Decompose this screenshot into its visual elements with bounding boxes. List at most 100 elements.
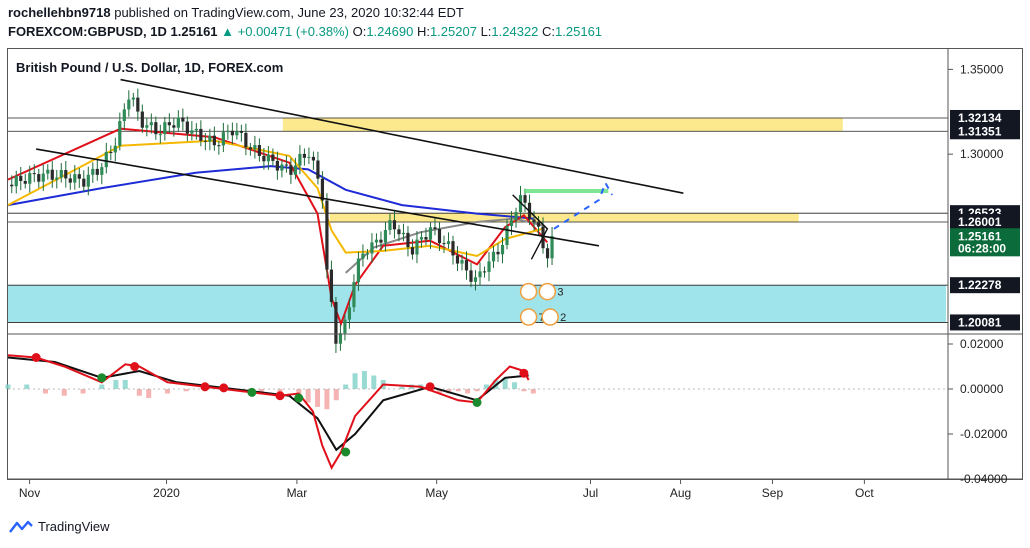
macd-histogram-bar bbox=[371, 375, 377, 389]
price-change: ▲ +0.00471 (+0.38%) bbox=[221, 24, 349, 39]
candle bbox=[433, 227, 437, 229]
candle bbox=[68, 178, 72, 183]
candle bbox=[37, 174, 41, 182]
event-badge bbox=[519, 282, 538, 301]
candle bbox=[64, 170, 68, 179]
candle bbox=[383, 230, 388, 243]
macd-histogram-bar bbox=[483, 384, 489, 389]
pattern-drawing bbox=[512, 194, 549, 260]
price-label-level: 1.26001 bbox=[958, 215, 1002, 229]
candle bbox=[275, 160, 279, 171]
resistance-zone-lower bbox=[329, 213, 799, 223]
macd-cross-dot bbox=[130, 362, 140, 371]
candle bbox=[311, 156, 316, 161]
candle bbox=[77, 174, 81, 179]
candle bbox=[127, 99, 131, 110]
price-label-box bbox=[950, 314, 1020, 331]
price-label-level: 1.31351 bbox=[958, 124, 1002, 138]
candle bbox=[118, 120, 122, 146]
candle bbox=[505, 225, 509, 245]
candle bbox=[280, 164, 284, 171]
candle bbox=[343, 319, 347, 334]
ma-red bbox=[7, 127, 549, 327]
macd-cross-dot bbox=[425, 382, 435, 392]
macd-histogram-bar bbox=[164, 389, 170, 394]
candle bbox=[293, 165, 298, 175]
macd-cross-dot bbox=[519, 368, 529, 378]
candle bbox=[469, 270, 473, 282]
high-value: 1.25207 bbox=[429, 24, 477, 39]
candle bbox=[424, 237, 428, 240]
projection-path bbox=[553, 180, 613, 230]
macd-histogram-bar bbox=[315, 389, 321, 407]
candle bbox=[320, 178, 325, 201]
symbol-name: FOREXCOM:GBPUSD, 1D bbox=[8, 24, 167, 39]
time-tick-label: Aug bbox=[670, 486, 691, 500]
candle bbox=[217, 145, 221, 147]
price-label-level: 1.20081 bbox=[958, 315, 1002, 329]
candle bbox=[365, 253, 370, 255]
candle bbox=[478, 271, 482, 278]
macd-histogram-bar bbox=[474, 389, 480, 392]
candle bbox=[428, 227, 433, 240]
macd-histogram-bar bbox=[122, 380, 128, 389]
macd-tick-label: -0.04000 bbox=[960, 472, 1008, 486]
macd-signal-line bbox=[7, 356, 529, 452]
candle bbox=[226, 130, 230, 133]
candle bbox=[325, 200, 329, 270]
last-price: 1.25161 bbox=[170, 24, 218, 39]
candle bbox=[410, 247, 415, 255]
macd-histogram-bar bbox=[512, 382, 518, 389]
candle bbox=[55, 177, 59, 180]
candle bbox=[266, 154, 270, 162]
candle bbox=[356, 258, 361, 283]
candle bbox=[271, 154, 275, 161]
candle bbox=[370, 242, 374, 254]
close-value: 1.25161 bbox=[555, 24, 603, 39]
macd-histogram-bar bbox=[465, 389, 471, 394]
candle bbox=[500, 244, 505, 255]
macd-histogram-bar bbox=[399, 386, 405, 389]
candle bbox=[487, 261, 491, 272]
macd-cross-dot bbox=[294, 393, 304, 403]
candle bbox=[514, 212, 518, 221]
price-label-box bbox=[950, 123, 1020, 140]
candle bbox=[446, 241, 451, 245]
candle bbox=[167, 122, 171, 126]
candle bbox=[388, 220, 392, 231]
macd-histogram-bar bbox=[455, 389, 461, 392]
event-us: 7 bbox=[519, 308, 545, 326]
candle bbox=[46, 169, 50, 174]
candle bbox=[109, 152, 113, 154]
candle bbox=[419, 237, 424, 240]
open-value: 1.24690 bbox=[366, 24, 414, 39]
author-name[interactable]: rochellehbn9718 bbox=[8, 5, 111, 20]
time-tick-label: 2020 bbox=[153, 486, 180, 500]
macd-cross-dot bbox=[200, 382, 210, 392]
candle bbox=[473, 277, 478, 282]
low-label: L: bbox=[480, 24, 492, 39]
footer-brand[interactable]: TradingView bbox=[38, 519, 110, 534]
candle bbox=[550, 236, 554, 259]
macd-histogram-bar bbox=[136, 389, 142, 396]
candle bbox=[50, 169, 54, 180]
candle bbox=[176, 117, 180, 128]
macd-tick-label: 0.02000 bbox=[960, 337, 1004, 351]
candle bbox=[221, 132, 225, 146]
macd-histogram-bar bbox=[352, 373, 358, 389]
candle bbox=[248, 147, 252, 150]
candle bbox=[298, 153, 302, 166]
macd-histogram-bar bbox=[502, 377, 508, 389]
close-label: C: bbox=[542, 24, 556, 39]
candle bbox=[158, 134, 162, 136]
candle bbox=[41, 173, 45, 182]
publish-text: published on TradingView.com, June 23, 2… bbox=[110, 5, 464, 20]
macd-histogram-bar bbox=[113, 380, 119, 389]
candle bbox=[491, 251, 496, 262]
candle bbox=[361, 253, 365, 259]
price-label-countdown: 06:28:00 bbox=[958, 241, 1006, 255]
macd-cross-dot bbox=[247, 387, 257, 397]
candle bbox=[392, 220, 397, 230]
footer: TradingView bbox=[8, 519, 110, 534]
